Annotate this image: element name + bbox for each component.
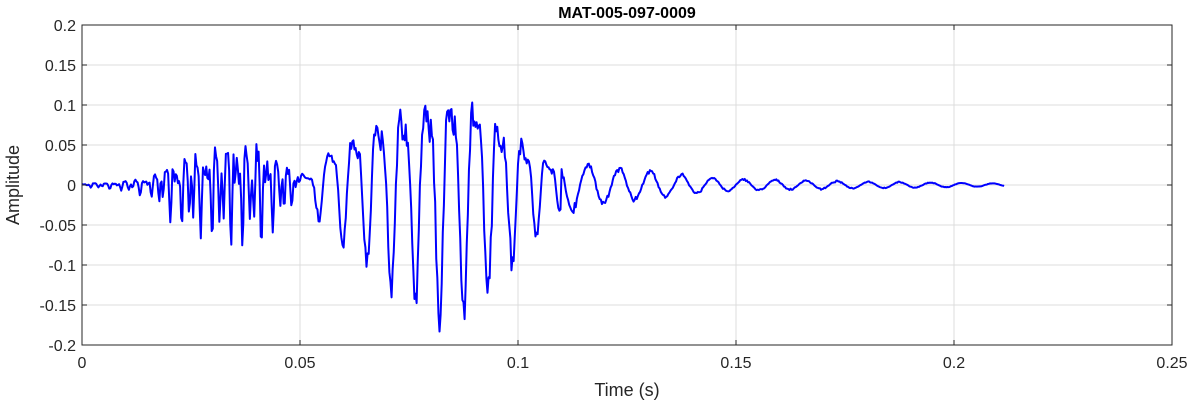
x-tick-label: 0 <box>78 355 87 372</box>
ticks <box>81 24 1173 346</box>
y-tick-label: 0.1 <box>54 98 76 115</box>
y-tick-labels: 0.2 0.15 0.1 0.05 0 -0.05 -0.1 -0.15 -0.2 <box>40 18 77 355</box>
y-tick-label: -0.05 <box>40 218 77 235</box>
series-line-waveform <box>82 101 1005 333</box>
y-axis-label: Amplitude <box>3 145 23 225</box>
y-tick-label: -0.15 <box>40 298 77 315</box>
chart-title: MAT-005-097-0009 <box>558 5 696 22</box>
x-tick-label: 0.15 <box>720 355 751 372</box>
plot-clip-group <box>82 101 1005 333</box>
y-tick-label: 0.2 <box>54 18 76 35</box>
y-tick-label: -0.1 <box>48 258 76 275</box>
x-tick-label: 0.1 <box>507 355 529 372</box>
x-tick-label: 0.2 <box>943 355 965 372</box>
y-tick-label: 0 <box>67 178 76 195</box>
y-tick-label: 0.15 <box>45 58 76 75</box>
x-axis-label: Time (s) <box>594 380 659 400</box>
x-tick-labels: 0 0.05 0.1 0.15 0.2 0.25 <box>78 355 1188 372</box>
y-tick-label: -0.2 <box>48 338 76 355</box>
x-tick-label: 0.25 <box>1156 355 1187 372</box>
x-tick-label: 0.05 <box>284 355 315 372</box>
y-tick-label: 0.05 <box>45 138 76 155</box>
